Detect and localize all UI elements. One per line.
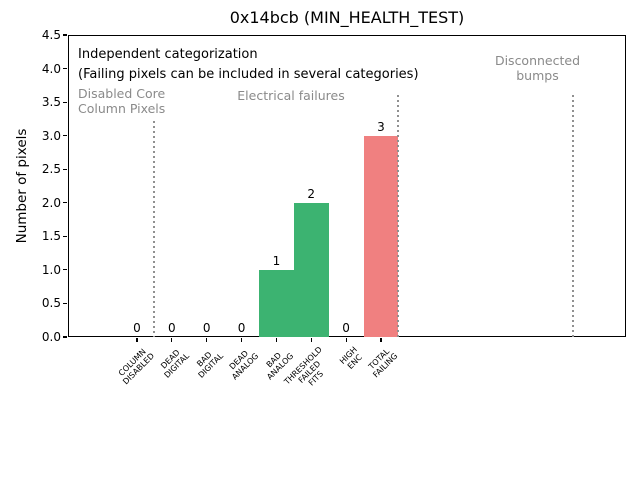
y-tick-label: 3.5	[41, 95, 61, 110]
x-tick-mark	[136, 338, 138, 342]
y-tick-mark	[63, 202, 67, 204]
y-tick-mark	[63, 302, 67, 305]
y-tick-mark	[63, 135, 67, 137]
y-tick-label: 1.5	[41, 229, 61, 244]
y-tick-mark	[63, 235, 67, 237]
section-separator-line	[397, 95, 399, 337]
x-tick-label: TOTAL FAILING	[367, 346, 400, 380]
annotation-failing-pixels-note: (Failing pixels can be included in sever…	[78, 67, 419, 82]
y-tick-label: 0.0	[41, 330, 61, 344]
plot-area	[68, 35, 626, 337]
bar	[363, 135, 399, 337]
bar-value-label: 2	[307, 186, 316, 201]
section-separator-line	[153, 121, 156, 337]
y-tick-mark	[63, 168, 67, 170]
x-tick-mark	[310, 338, 312, 342]
x-tick-label: COLUMN DISABLED	[116, 347, 156, 387]
y-tick-label: 2.5	[41, 162, 61, 177]
x-tick-mark	[171, 338, 173, 342]
x-tick-label: HIGH ENC	[337, 345, 364, 372]
x-tick-mark	[380, 338, 382, 342]
y-tick-label: 4.5	[41, 28, 61, 42]
chart-title: 0x14bcb (MIN_HEALTH_TEST)	[229, 8, 465, 27]
x-tick-mark	[240, 338, 243, 342]
bar-value-label: 0	[202, 321, 211, 335]
y-tick-label: 1.0	[41, 262, 61, 277]
bar-value-label: 1	[272, 253, 281, 268]
y-tick-mark	[63, 67, 67, 70]
y-tick-mark	[63, 336, 67, 338]
annotation-independent-categorization: Independent categorization	[78, 47, 258, 62]
y-tick-mark	[63, 269, 67, 271]
y-tick-label: 2.0	[41, 195, 61, 210]
bar-value-label: 0	[342, 321, 350, 335]
y-tick-label: 4.0	[41, 61, 61, 76]
bar-value-label: 0	[168, 321, 176, 335]
x-tick-mark	[275, 338, 277, 342]
bar-value-label: 0	[237, 321, 246, 335]
x-tick-mark	[206, 338, 208, 342]
x-tick-label: DEAD ANALOG	[227, 348, 261, 382]
section-label-disabled-core-column-pixels: Disabled Core Column Pixels	[78, 86, 166, 116]
section-label-electrical-failures: Electrical failures	[237, 88, 345, 103]
y-tick-mark	[63, 34, 67, 36]
x-tick-mark	[345, 338, 347, 342]
y-tick-mark	[63, 101, 67, 103]
bar-value-label: 3	[377, 119, 385, 134]
bar	[293, 202, 329, 337]
y-tick-label: 3.0	[41, 128, 61, 143]
y-tick-label: 0.5	[41, 296, 61, 311]
section-separator-line	[572, 95, 574, 337]
x-tick-label: BAD DIGITAL	[195, 350, 226, 380]
x-tick-label: DEAD DIGITAL	[158, 347, 191, 380]
section-label-disconnected-bumps: Disconnected bumps	[494, 53, 581, 83]
bar-value-label: 0	[133, 321, 141, 335]
bar	[258, 269, 294, 337]
